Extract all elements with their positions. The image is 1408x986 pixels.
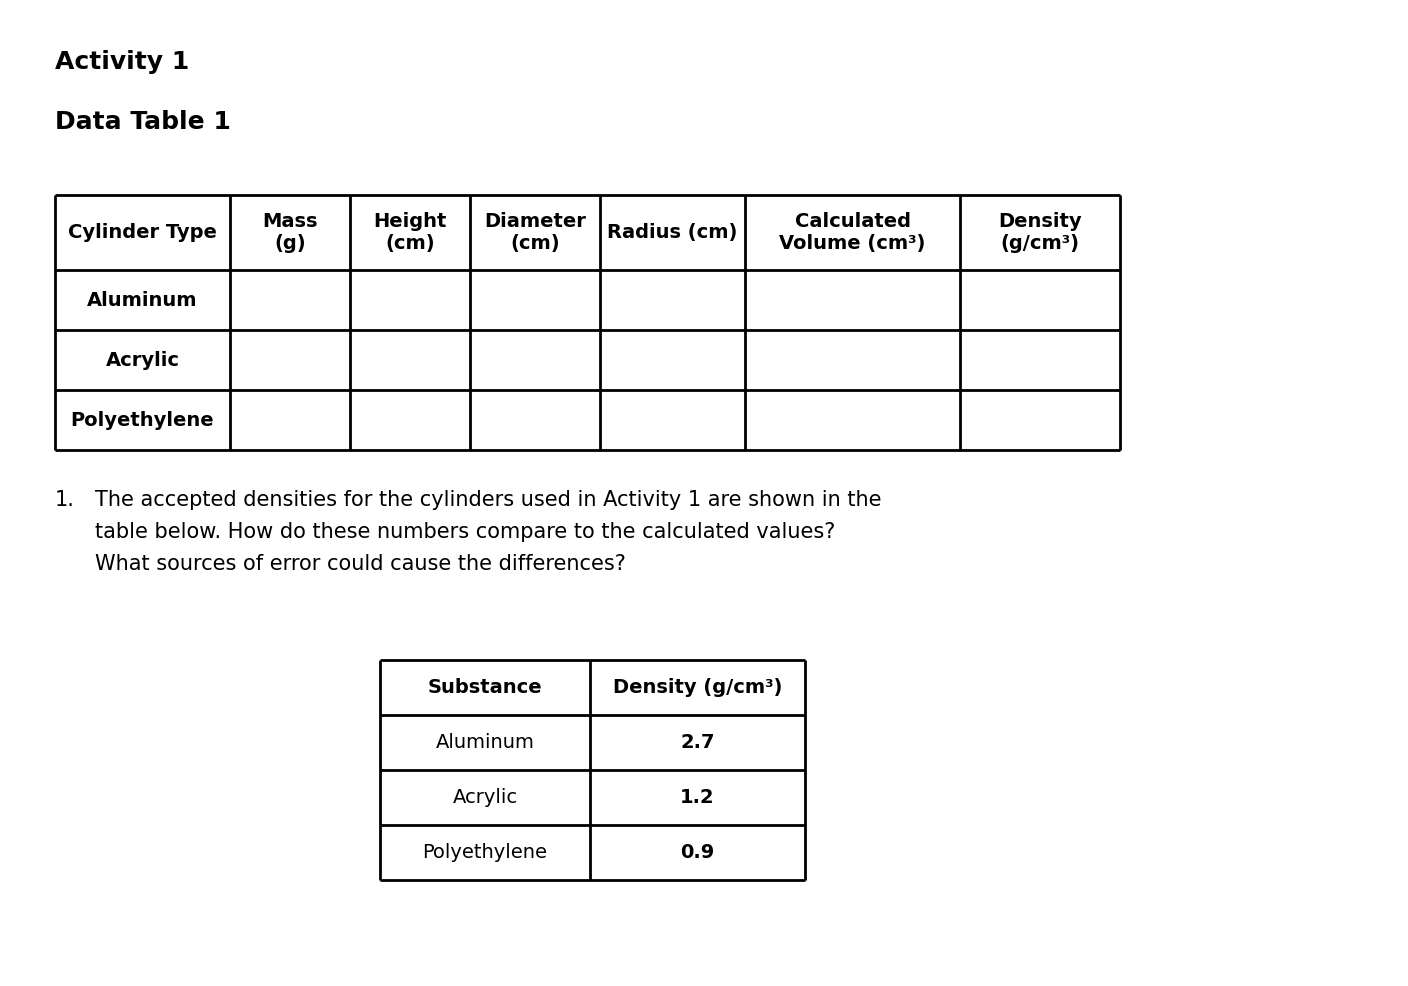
- Text: The accepted densities for the cylinders used in Activity 1 are shown in the: The accepted densities for the cylinders…: [94, 490, 881, 510]
- Text: Activity 1: Activity 1: [55, 50, 189, 74]
- Text: Substance: Substance: [428, 678, 542, 697]
- Text: 1.: 1.: [55, 490, 75, 510]
- Text: Mass
(g): Mass (g): [262, 212, 318, 253]
- Text: Aluminum: Aluminum: [87, 291, 197, 310]
- Text: Density (g/cm³): Density (g/cm³): [612, 678, 783, 697]
- Text: Cylinder Type: Cylinder Type: [68, 223, 217, 242]
- Text: Diameter
(cm): Diameter (cm): [484, 212, 586, 253]
- Text: Polyethylene: Polyethylene: [70, 410, 214, 430]
- Text: Height
(cm): Height (cm): [373, 212, 446, 253]
- Text: 2.7: 2.7: [680, 733, 715, 752]
- Text: Radius (cm): Radius (cm): [607, 223, 738, 242]
- Text: Density
(g/cm³): Density (g/cm³): [998, 212, 1081, 253]
- Text: What sources of error could cause the differences?: What sources of error could cause the di…: [94, 554, 627, 574]
- Text: Aluminum: Aluminum: [435, 733, 535, 752]
- Text: Data Table 1: Data Table 1: [55, 110, 231, 134]
- Text: 0.9: 0.9: [680, 843, 715, 862]
- Text: 1.2: 1.2: [680, 788, 715, 807]
- Text: Acrylic: Acrylic: [106, 350, 179, 370]
- Text: Polyethylene: Polyethylene: [422, 843, 548, 862]
- Text: Calculated
Volume (cm³): Calculated Volume (cm³): [779, 212, 925, 253]
- Text: Acrylic: Acrylic: [452, 788, 518, 807]
- Text: table below. How do these numbers compare to the calculated values?: table below. How do these numbers compar…: [94, 522, 835, 542]
